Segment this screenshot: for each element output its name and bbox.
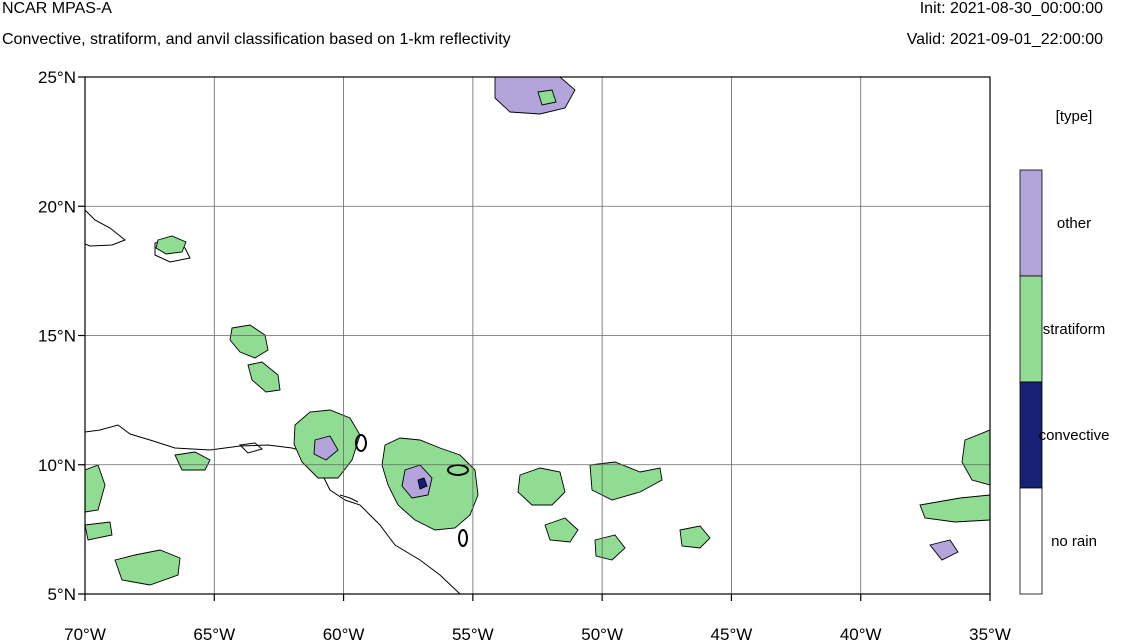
legend-label: convective <box>1039 427 1110 444</box>
precip-patch <box>537 89 557 106</box>
y-tick-label: 5°N <box>47 585 76 604</box>
x-tick-label: 35°W <box>969 625 1011 641</box>
map-subtitle: Convective, stratiform, and anvil classi… <box>2 31 511 48</box>
y-tick-label: 25°N <box>38 68 76 87</box>
precip-patch <box>247 361 281 393</box>
precip-patch <box>589 461 663 501</box>
precip-patch <box>679 525 711 549</box>
precip-patch <box>229 324 269 359</box>
precip-patch <box>961 429 990 486</box>
init-time: Init: 2021-08-30_00:00:00 <box>919 0 1103 17</box>
coastline-trinidad <box>238 442 264 454</box>
legend-title: [type] <box>1056 108 1093 125</box>
x-tick-label: 70°W <box>64 625 106 641</box>
x-axis: 70°W 65°W 60°W 55°W 50°W 45°W 40°W 35°W <box>64 594 1011 641</box>
x-tick-label: 60°W <box>323 625 365 641</box>
x-tick-label: 40°W <box>840 625 882 641</box>
map-title: NCAR MPAS-A <box>2 0 112 17</box>
contour-ellipse <box>355 434 367 452</box>
precip-patch <box>417 477 428 490</box>
legend-label: other <box>1057 215 1091 232</box>
precip-patch <box>85 521 113 541</box>
precip-patch <box>85 464 106 513</box>
precip-patch <box>155 235 187 255</box>
precip-patches <box>85 77 990 586</box>
precip-patch <box>517 467 566 506</box>
legend: other stratiform convective no rain <box>1019 169 1110 595</box>
precip-patch <box>114 549 181 586</box>
precip-patch <box>919 494 990 523</box>
legend-label: no rain <box>1051 533 1097 550</box>
legend-label: stratiform <box>1043 321 1106 338</box>
y-tick-label: 20°N <box>38 197 76 216</box>
y-tick-label: 15°N <box>38 327 76 346</box>
x-tick-label: 50°W <box>581 625 623 641</box>
precip-patch <box>313 435 339 461</box>
contour-ellipse <box>458 529 468 547</box>
legend-swatch <box>1019 169 1043 277</box>
precip-patch <box>544 517 579 543</box>
legend-swatch <box>1019 487 1043 595</box>
coastline-puerto-rico-hispaniola <box>85 209 126 247</box>
grid-lines <box>85 77 990 594</box>
y-tick-label: 10°N <box>38 456 76 475</box>
precip-patch <box>929 539 959 561</box>
y-axis: 5°N 10°N 15°N 20°N 25°N <box>38 68 85 604</box>
precip-patch <box>494 77 576 115</box>
valid-time: Valid: 2021-09-01_22:00:00 <box>906 31 1103 48</box>
x-tick-label: 45°W <box>711 625 753 641</box>
x-tick-label: 55°W <box>452 625 494 641</box>
x-tick-label: 65°W <box>193 625 235 641</box>
legend-swatch <box>1019 275 1043 383</box>
